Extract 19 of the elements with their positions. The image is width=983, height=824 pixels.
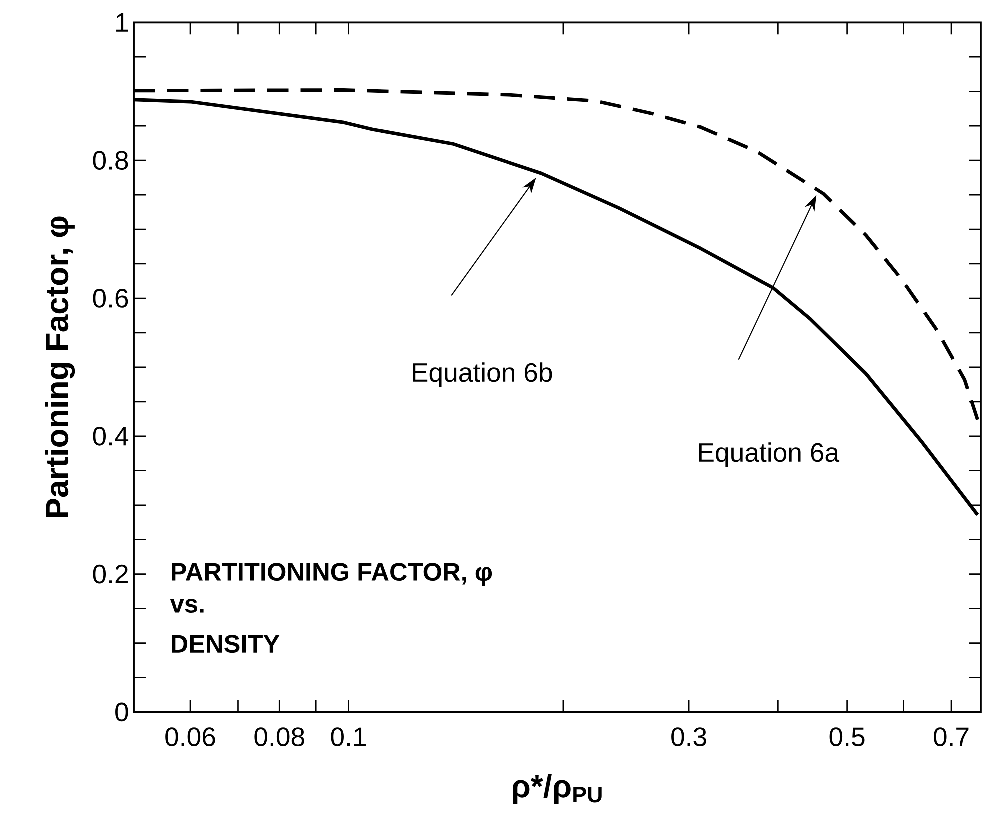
x-tick-label: 0.06 [166,727,216,746]
y-tick-label: 0.8 [93,151,128,170]
annotation: vs. [170,599,204,613]
annotation: PARTITIONING FACTOR, φ [172,562,492,586]
y-axis-title: Partioning Factor, φ [45,216,76,518]
x-tick-label: 0.5 [830,727,865,746]
y-tick-label: 0.6 [93,288,128,308]
x-tick-label: 0.08 [254,727,304,746]
y-tick-label: 0.2 [93,564,128,584]
y-tick-label: 1 [116,13,128,32]
y-tick-label: 0 [116,702,128,722]
x-tick-label: 0.7 [934,727,969,746]
annotation: DENSITY [172,635,280,653]
annotation: Equation 6b [413,362,552,388]
y-tick-label: 0.4 [93,426,129,446]
x-tick-label: 0.3 [672,727,706,746]
annotation: Equation 6a [699,442,840,468]
x-axis-title: ρ*/ρ$_{PU}$ [513,774,602,804]
x-tick-label: 0.1 [331,727,366,746]
